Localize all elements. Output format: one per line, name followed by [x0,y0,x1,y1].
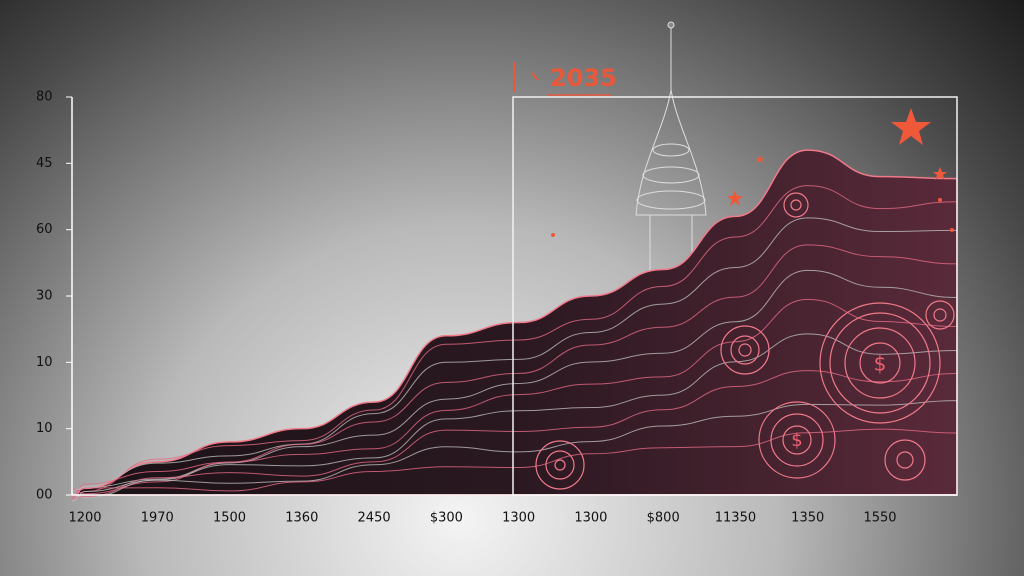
y-tick-label: 30 [36,289,53,304]
area [71,149,958,496]
x-tick-label: 1970 [141,511,174,526]
x-tick-label: 1350 [791,511,824,526]
contour-line [71,269,958,491]
x-tick-label: 1360 [285,511,318,526]
contour-line [71,428,958,498]
decoration: $ $ [535,192,955,490]
y-tick-label: 10 [36,421,53,436]
plot-area [71,149,958,502]
y-tick-label: 45 [36,156,53,171]
y-tick-label: 60 [36,222,53,237]
contour-line [71,400,958,502]
contour-line [71,244,958,497]
x-tick-label: $300 [430,511,463,526]
x-tick-label: 1300 [502,511,535,526]
x-tick-label: 2450 [358,511,391,526]
y-tick-label: 00 [36,488,53,503]
svg-text:$: $ [874,352,887,376]
x-tick-label: 1500 [213,511,246,526]
y-tick-label: 80 [36,90,53,105]
x-tick-label: $800 [647,511,680,526]
x-tick-label: 1300 [574,511,607,526]
contour-line [71,370,958,500]
x-tick-label: 1200 [68,511,101,526]
contour-line [71,185,958,501]
svg-text:$: $ [791,430,802,451]
x-tick-label: 11350 [715,511,756,526]
tower [635,21,707,280]
contour-line [71,333,958,499]
contour-line [71,217,958,501]
x-tick-label: 1550 [863,511,896,526]
stars [551,108,954,237]
annotation: 2035 [550,64,617,92]
contour-line [71,298,958,495]
y-tick-label: 10 [36,355,53,370]
annotation-marker [513,62,612,96]
